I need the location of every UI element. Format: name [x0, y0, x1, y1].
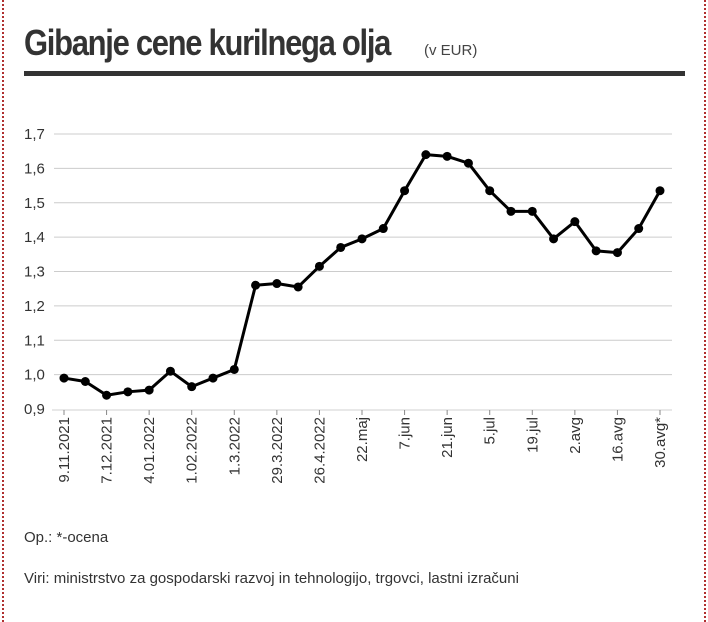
series-line	[63, 153, 662, 397]
title-block: Gibanje cene kurilnega olja (v EUR)	[24, 22, 684, 70]
y-tick-label: 1,4	[24, 229, 45, 246]
data-point	[463, 158, 473, 168]
data-point	[123, 387, 133, 397]
data-point	[165, 366, 175, 376]
x-tick-label: 16.avg	[609, 417, 626, 462]
data-point	[549, 234, 559, 244]
x-tick-label: 7.jun	[397, 417, 414, 450]
y-tick-label: 0,9	[24, 401, 45, 418]
data-point	[187, 382, 197, 392]
data-point	[591, 246, 601, 256]
frame-border-right	[704, 0, 706, 622]
title-rule	[24, 71, 685, 76]
x-tick-label: 26.4.2022	[311, 417, 328, 484]
x-tick-label: 30.avg*	[652, 417, 669, 468]
x-tick-label: 19.jul	[524, 417, 541, 453]
y-tick-label: 1,0	[24, 367, 45, 384]
data-point	[59, 373, 69, 383]
data-point	[357, 234, 367, 244]
x-tick-label: 7.12.2021	[99, 417, 116, 484]
data-point	[314, 261, 324, 271]
data-point	[144, 385, 154, 395]
chart-title: Gibanje cene kurilnega olja	[24, 22, 391, 63]
y-tick-label: 1,7	[24, 126, 45, 143]
data-point	[570, 217, 580, 227]
y-tick-label: 1,6	[24, 160, 45, 177]
y-tick-label: 1,2	[24, 298, 45, 315]
y-tick-label: 1,1	[24, 332, 45, 349]
x-tick-label: 21.jun	[439, 417, 456, 458]
data-point	[612, 248, 622, 258]
data-point	[251, 280, 261, 290]
data-point	[400, 186, 410, 196]
x-tick-label: 1.3.2022	[226, 417, 243, 475]
data-point	[229, 364, 239, 374]
x-tick-label: 1.02.2022	[184, 417, 201, 484]
x-tick-label: 22.maj	[354, 417, 371, 462]
frame-border-left	[2, 0, 4, 622]
y-tick-label: 1,5	[24, 195, 45, 212]
data-point	[527, 206, 537, 216]
data-point	[336, 242, 346, 252]
data-point	[506, 206, 516, 216]
x-tick-label: 5.jul	[482, 417, 499, 445]
data-point	[378, 224, 388, 234]
data-point	[208, 373, 218, 383]
x-tick-label: 2.avg	[567, 417, 584, 454]
data-point	[293, 282, 303, 292]
x-tick-label: 29.3.2022	[269, 417, 286, 484]
x-tick-label: 9.11.2021	[56, 417, 73, 483]
data-point	[102, 390, 112, 400]
x-tick-label: 4.01.2022	[141, 417, 158, 484]
chart-unit: (v EUR)	[424, 42, 478, 59]
y-tick-label: 1,3	[24, 264, 45, 281]
data-point	[485, 186, 495, 196]
data-point	[421, 150, 431, 160]
note-estimate: Op.: *-ocena	[24, 529, 109, 546]
data-point	[655, 186, 665, 196]
note-sources: Viri: ministrstvo za gospodarski razvoj …	[24, 570, 519, 587]
data-point	[442, 151, 452, 161]
data-point	[272, 279, 282, 289]
data-point	[80, 377, 90, 386]
data-point	[634, 224, 644, 234]
